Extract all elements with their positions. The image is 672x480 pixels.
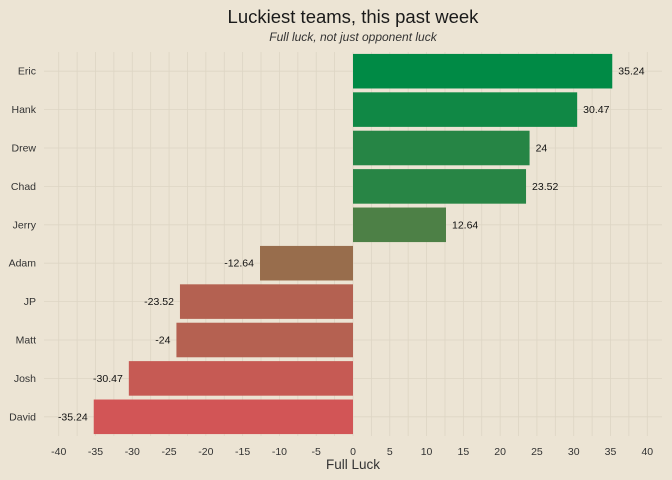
x-tick-label: -20	[198, 446, 213, 458]
data-label: -35.24	[58, 411, 88, 423]
x-tick-label: 35	[605, 446, 617, 458]
y-tick-label: Jerry	[13, 219, 37, 231]
x-tick-label: -5	[312, 446, 321, 458]
chart-title: Luckiest teams, this past week	[227, 6, 479, 27]
bar-drew	[353, 130, 530, 166]
y-tick-label: Chad	[11, 181, 36, 193]
x-tick-label: 20	[494, 446, 506, 458]
y-tick-label: JP	[24, 296, 36, 308]
data-label: -23.52	[144, 296, 174, 308]
x-tick-label: 10	[421, 446, 433, 458]
bar-jp	[179, 284, 353, 319]
bar-david	[93, 399, 353, 435]
x-tick-label: 30	[568, 446, 580, 458]
data-label: -30.47	[93, 373, 123, 385]
x-tick-label: 0	[350, 446, 356, 458]
x-axis-label: Full Luck	[325, 457, 381, 472]
x-tick-label: 15	[458, 446, 470, 458]
bar-adam	[260, 245, 353, 281]
y-tick-label: Drew	[11, 143, 36, 155]
x-tick-label: -25	[161, 446, 176, 458]
y-tick-label: Josh	[14, 373, 36, 385]
x-tick-label: -30	[125, 446, 140, 458]
data-label: 23.52	[532, 181, 558, 193]
x-tick-label: -10	[272, 446, 287, 458]
y-tick-label: Hank	[11, 104, 36, 116]
x-tick-label: -35	[88, 446, 103, 458]
data-label: 24	[536, 143, 548, 155]
x-tick-label: 40	[641, 446, 653, 458]
bar-jerry	[353, 207, 446, 243]
bar-matt	[176, 322, 353, 358]
y-tick-label: David	[9, 411, 36, 423]
data-label: 35.24	[618, 66, 644, 78]
y-tick-label: Matt	[16, 335, 37, 347]
chart-subtitle: Full luck, not just opponent luck	[269, 30, 437, 44]
bar-hank	[353, 92, 578, 127]
x-tick-label: -40	[51, 446, 66, 458]
data-label: 30.47	[583, 104, 609, 116]
x-tick-label: 5	[387, 446, 393, 458]
x-tick-label: 25	[531, 446, 543, 458]
y-tick-label: Adam	[9, 258, 37, 270]
x-tick-label: -15	[235, 446, 250, 458]
data-label: 12.64	[452, 219, 478, 231]
data-label: -12.64	[224, 258, 254, 270]
y-tick-label: Eric	[18, 66, 36, 78]
bar-chad	[353, 169, 527, 204]
bar-eric	[353, 53, 613, 89]
bar-josh	[128, 361, 353, 396]
data-label: -24	[155, 335, 170, 347]
